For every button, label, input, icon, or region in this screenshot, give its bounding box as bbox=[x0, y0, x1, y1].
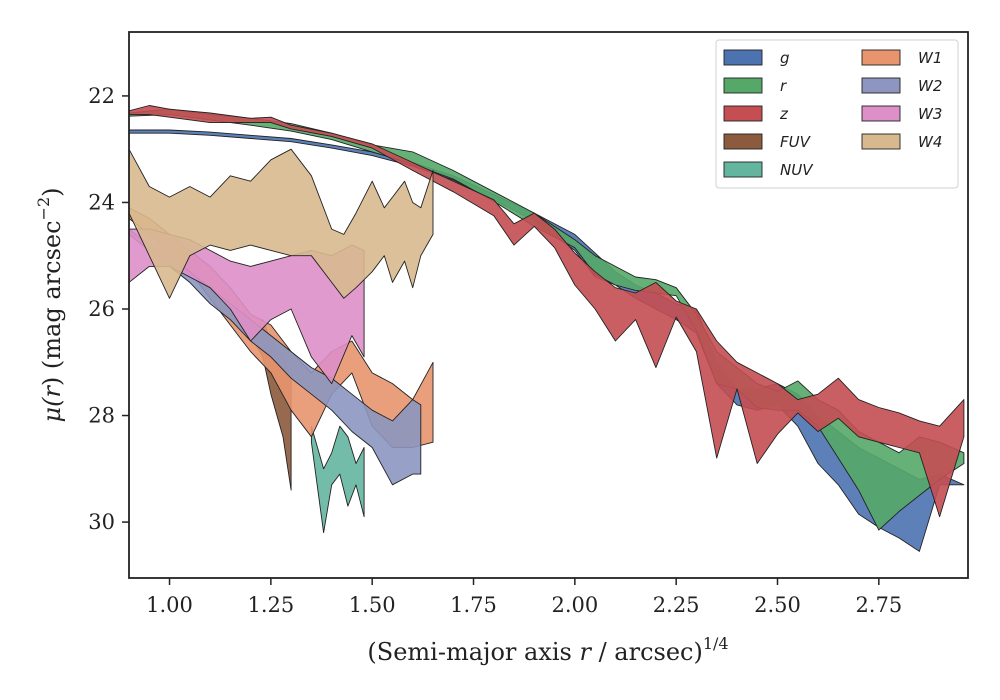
x-tick-label: 1.50 bbox=[349, 593, 396, 617]
y-tick-label: 30 bbox=[88, 510, 115, 534]
legend-label-g: g bbox=[780, 49, 790, 67]
x-axis-title: (Semi-major axis r / arcsec)1/4 bbox=[367, 634, 728, 666]
x-axis-ticks: 1.00 1.25 1.50 1.75 2.00 2.25 2.50 2.75 bbox=[146, 578, 902, 617]
legend-swatch-r bbox=[723, 77, 763, 94]
y-axis-title: μ(r) (mag arcsec−2) bbox=[34, 187, 66, 422]
legend-swatch-nuv bbox=[723, 161, 763, 178]
legend-label-fuv: FUV bbox=[780, 133, 812, 151]
x-tick-label: 1.75 bbox=[450, 593, 497, 617]
legend-label-r: r bbox=[780, 77, 787, 95]
legend-label-w1: W1 bbox=[918, 49, 942, 67]
legend-swatch-w4 bbox=[861, 133, 901, 150]
y-tick-label: 26 bbox=[88, 297, 115, 321]
legend-label-w4: W4 bbox=[918, 133, 942, 151]
legend-swatch-z bbox=[723, 105, 763, 122]
x-tick-label: 1.00 bbox=[146, 593, 193, 617]
band-r bbox=[129, 108, 965, 531]
legend-swatch-w1 bbox=[861, 49, 901, 66]
x-tick-label: 2.25 bbox=[653, 593, 700, 617]
y-tick-label: 22 bbox=[88, 84, 115, 108]
y-axis-ticks: 22 24 26 28 30 bbox=[88, 84, 129, 534]
legend-label-z: z bbox=[779, 105, 789, 123]
y-tick-label: 24 bbox=[88, 190, 115, 214]
x-tick-label: 1.25 bbox=[247, 593, 294, 617]
legend: grz FUV NUV W1 W2 W3 W4 bbox=[715, 39, 959, 189]
band-w3 bbox=[129, 228, 365, 385]
legend-label-w2: W2 bbox=[918, 77, 942, 95]
band-w4 bbox=[129, 148, 434, 299]
profile-bands bbox=[129, 105, 965, 552]
band-z bbox=[129, 105, 965, 518]
band-nuv bbox=[310, 425, 365, 534]
legend-swatch-fuv bbox=[723, 133, 763, 150]
legend-swatch-w2 bbox=[861, 77, 901, 94]
x-tick-label: 2.50 bbox=[754, 593, 801, 617]
y-tick-label: 28 bbox=[88, 404, 115, 428]
legend-box bbox=[715, 39, 959, 189]
legend-swatch-w3 bbox=[861, 105, 901, 122]
legend-swatch-g bbox=[723, 49, 763, 66]
plot-frame bbox=[128, 31, 969, 579]
legend-label-nuv: NUV bbox=[780, 161, 814, 179]
x-tick-label: 2.00 bbox=[551, 593, 598, 617]
x-tick-label: 2.75 bbox=[855, 593, 902, 617]
legend-label-w3: W3 bbox=[918, 105, 942, 123]
